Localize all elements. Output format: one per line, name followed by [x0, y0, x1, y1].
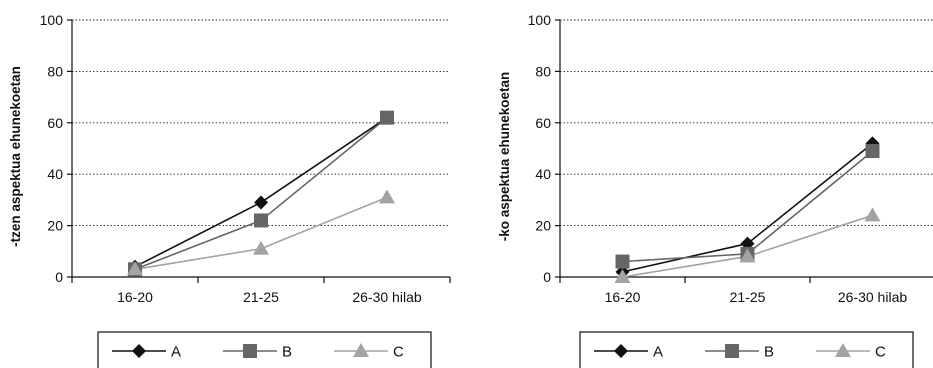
- data-point-b: [615, 254, 630, 269]
- data-point-b: [380, 110, 394, 125]
- chart-panel-1: 0 20 40 60 80 100 16-20 21-25 26-30 hilab -tzen a…: [8, 12, 451, 368]
- legend: A B C: [579, 331, 914, 368]
- legend-marker-a: [132, 344, 146, 358]
- chart-panel-2: 0 20 40 60 80 100 16-20 21-25 26-30 hilab -ko asp…: [497, 12, 933, 368]
- legend-frame: [579, 331, 914, 368]
- data-point-a: [254, 195, 268, 210]
- y-tick-label: 80: [47, 63, 63, 79]
- legend-label: A: [171, 344, 181, 361]
- x-tick-label: 21-25: [243, 289, 279, 305]
- x-tick-label: 16-20: [605, 289, 641, 305]
- data-point-b: [865, 144, 880, 159]
- legend-marker-b: [243, 344, 257, 358]
- legend-label: C: [875, 344, 886, 361]
- legend-label: C: [393, 344, 404, 361]
- y-tick-label: 40: [47, 166, 63, 182]
- y-tick-label: 60: [535, 115, 551, 131]
- y-axis-title: -tzen aspektua ehunekoetan: [8, 66, 23, 247]
- data-point-c: [739, 248, 756, 263]
- legend-marker-c: [835, 343, 851, 357]
- y-tick-label: 100: [40, 12, 64, 28]
- x-tick-label: 16-20: [117, 289, 153, 305]
- y-tick-label: 20: [535, 218, 551, 234]
- y-tick-label: 100: [528, 12, 552, 28]
- x-tick-label: 26-30 hilab: [838, 289, 907, 305]
- y-tick-label: 80: [535, 63, 551, 79]
- y-tick-label: 20: [47, 218, 63, 234]
- y-tick-label: 0: [55, 269, 63, 285]
- legend: A B C: [97, 331, 432, 368]
- y-tick-label: 40: [535, 166, 551, 182]
- data-point-c: [864, 207, 881, 222]
- data-point-c: [379, 189, 395, 204]
- legend-marker-a: [614, 344, 628, 358]
- y-tick-label: 60: [47, 115, 63, 131]
- data-point-c: [127, 261, 143, 276]
- data-point-c: [614, 269, 631, 283]
- data-point-b: [254, 213, 268, 228]
- legend-label: B: [764, 344, 774, 361]
- x-tick-label: 21-25: [730, 289, 766, 305]
- legend-marker-b: [725, 344, 739, 358]
- data-point-c: [253, 240, 269, 255]
- x-tick-label: 26-30 hilab: [352, 289, 421, 305]
- legend-label: B: [282, 344, 292, 361]
- y-tick-label: 0: [543, 269, 551, 285]
- legend-frame: [97, 331, 432, 368]
- legend-marker-c: [353, 343, 369, 357]
- y-axis-title: -ko aspektua ehunekoetan: [497, 72, 512, 242]
- legend-label: A: [653, 344, 663, 361]
